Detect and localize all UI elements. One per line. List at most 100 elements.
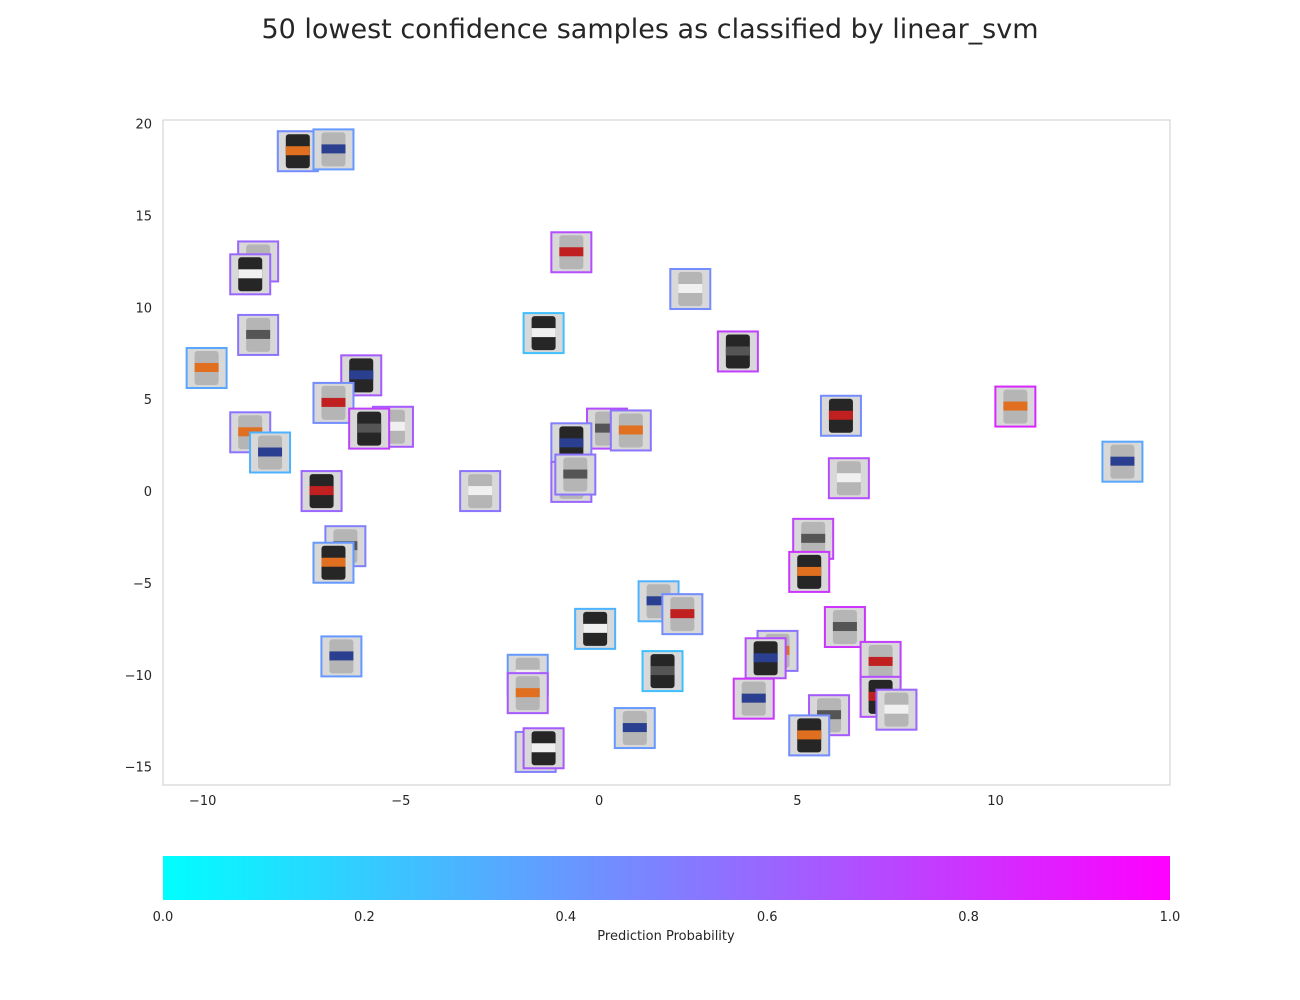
sample-thumbnail: [827, 457, 870, 500]
thumbnail-label-band: [285, 146, 310, 156]
thumbnail-label-band: [753, 653, 778, 663]
chart-title: 50 lowest confidence samples as classifi…: [261, 14, 1039, 45]
thumbnail-border: [875, 688, 918, 731]
thumbnail-border: [312, 381, 355, 424]
thumbnail-label-band: [563, 469, 588, 479]
thumbnail-label-band: [646, 596, 671, 606]
thumbnail-label-band: [618, 425, 643, 435]
thumbnail-label-band: [559, 247, 584, 257]
thumbnail-border: [506, 672, 549, 715]
thumbnail-label-band: [836, 473, 861, 483]
thumbnail-border: [554, 453, 597, 496]
sample-thumbnail: [229, 253, 272, 296]
thumbnail-label-band: [650, 666, 675, 676]
thumbnail-label-band: [1110, 456, 1135, 466]
thumbnail-label-band: [515, 688, 540, 698]
thumbnail-border: [522, 727, 565, 770]
sample-thumbnail: [609, 409, 652, 452]
colorbar-tick-label: 0.4: [555, 910, 576, 925]
sample-thumbnail: [788, 714, 831, 757]
thumbnail-label-band: [194, 362, 219, 372]
thumbnail-border: [716, 330, 759, 373]
colorbar-label: Prediction Probability: [597, 929, 735, 944]
thumbnail-label-band: [1003, 401, 1028, 411]
thumbnail-border: [237, 313, 280, 356]
y-tick-label: −5: [133, 577, 152, 592]
thumbnail-label-band: [329, 651, 354, 661]
thumbnail-label-band: [832, 622, 857, 632]
thumbnail-label-band: [868, 656, 893, 666]
thumbnail-label-band: [741, 693, 766, 703]
sample-thumbnail: [312, 128, 355, 171]
thumbnail-label-band: [797, 730, 822, 740]
thumbnail-border: [229, 253, 272, 296]
sample-thumbnail: [613, 707, 656, 750]
thumbnail-label-band: [321, 144, 346, 154]
sample-thumbnail: [1101, 440, 1144, 483]
y-tick-label: −10: [125, 669, 152, 684]
thumbnail-label-band: [797, 566, 822, 576]
colorbar-tick-label: 0.8: [958, 910, 979, 925]
y-tick-label: 10: [135, 301, 152, 316]
sample-thumbnail: [348, 407, 391, 450]
thumbnail-border: [550, 231, 593, 274]
thumbnail-border: [459, 470, 502, 513]
thumbnail-label-band: [801, 533, 826, 543]
x-tick-label: 0: [595, 794, 603, 809]
thumbnail-label-band: [884, 704, 909, 714]
thumbnail-label-band: [622, 723, 647, 733]
thumbnail-border: [249, 431, 292, 474]
thumbnail-border: [788, 714, 831, 757]
thumbnail-label-band: [828, 410, 853, 420]
thumbnail-border: [312, 541, 355, 584]
thumbnail-border: [669, 268, 712, 311]
sample-thumbnail: [522, 312, 565, 355]
sample-thumbnail: [320, 635, 363, 678]
sample-thumbnail: [744, 637, 787, 680]
thumbnail-border: [1101, 440, 1144, 483]
sample-thumbnail: [312, 381, 355, 424]
thumbnail-border: [574, 607, 617, 650]
thumbnail-label-band: [559, 438, 584, 448]
thumbnail-label-band: [309, 486, 334, 496]
thumbnail-label-band: [725, 346, 750, 356]
y-tick-label: 20: [135, 118, 152, 133]
thumbnail-border: [732, 677, 775, 720]
thumbnail-label-band: [349, 370, 374, 380]
thumbnail-border: [827, 457, 870, 500]
thumbnail-label-band: [595, 423, 620, 433]
thumbnail-border: [312, 128, 355, 171]
sample-thumbnail: [237, 313, 280, 356]
sample-thumbnail: [340, 354, 383, 397]
y-tick-label: 5: [144, 393, 152, 408]
sample-thumbnail: [574, 607, 617, 650]
sample-thumbnail: [249, 431, 292, 474]
sample-thumbnail: [459, 470, 502, 513]
thumbnail-border: [788, 550, 831, 593]
thumbnail-border: [522, 312, 565, 355]
thumbnail-border: [641, 650, 684, 693]
thumbnail-label-band: [246, 329, 271, 339]
thumbnail-border: [185, 346, 228, 389]
sample-thumbnail: [522, 727, 565, 770]
sample-thumbnail: [819, 394, 862, 437]
thumbnail-border: [340, 354, 383, 397]
thumbnail-label-band: [321, 397, 346, 407]
sample-thumbnail: [792, 517, 835, 560]
thumbnail-border: [994, 385, 1037, 428]
x-tick-label: 5: [793, 794, 801, 809]
sample-thumbnail: [185, 346, 228, 389]
x-tick-label: 10: [987, 794, 1004, 809]
thumbnail-label-band: [380, 421, 405, 431]
thumbnail-label-band: [678, 284, 703, 294]
colorbar-ticks: 0.0 0.2 0.4 0.6 0.8 1.0: [153, 910, 1181, 925]
thumbnail-label-band: [238, 269, 263, 279]
thumbnail-label-band: [531, 743, 556, 753]
sample-thumbnail: [669, 268, 712, 311]
thumbnail-border: [613, 707, 656, 750]
thumbnail-label-band: [321, 557, 346, 567]
sample-thumbnail: [641, 650, 684, 693]
y-tick-label: 15: [135, 210, 152, 225]
sample-thumbnail: [661, 593, 704, 636]
sample-thumbnail: [506, 672, 549, 715]
